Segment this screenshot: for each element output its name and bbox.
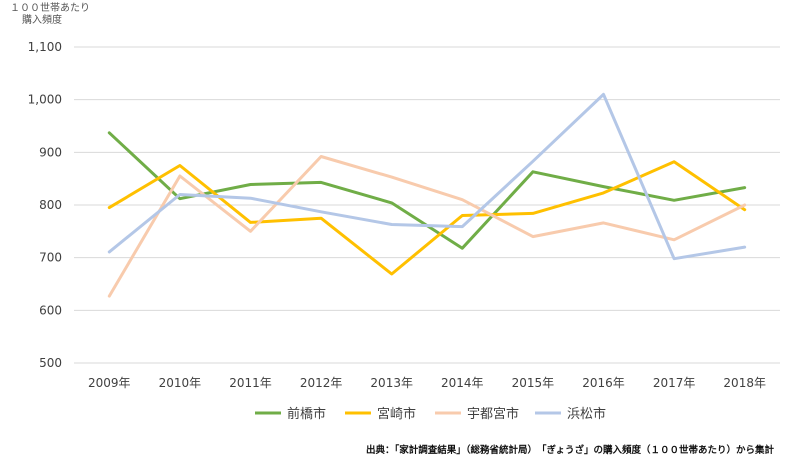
y-tick-label: 1,000	[28, 93, 62, 107]
legend-label: 浜松市	[567, 406, 606, 422]
source-note: 出典：「家計調査結果」（総務省統計局） 「ぎょうざ」の購入頻度（１００世帯あたり…	[365, 445, 774, 456]
legend-label: 前橋市	[287, 406, 326, 422]
x-tick-label: 2017年	[653, 376, 696, 390]
x-axis-ticks: 2009年 2010年 2011年 2012年 2013年 2014年 2015年 2016年…	[88, 376, 766, 390]
x-tick-label: 2009年	[88, 376, 131, 390]
y-tick-label: 600	[39, 303, 62, 317]
y-tick-label: 900	[39, 145, 62, 159]
x-tick-label: 2016年	[582, 376, 625, 390]
series-line-浜松市	[107, 92, 747, 261]
y-axis-ticks: 500 600 700 800 900 1,000 1,100	[28, 40, 62, 370]
x-tick-label: 2018年	[723, 376, 766, 390]
x-tick-label: 2013年	[370, 376, 413, 390]
x-tick-label: 2015年	[512, 376, 555, 390]
legend-label: 宇都宮市	[467, 406, 519, 422]
y-tick-label: 1,100	[28, 40, 62, 54]
x-tick-label: 2014年	[441, 376, 484, 390]
x-tick-label: 2010年	[159, 376, 202, 390]
y-axis-unit-line1: １００世帯あたり	[10, 3, 90, 14]
series-lines	[107, 92, 747, 298]
series-line-前橋市	[107, 131, 747, 250]
gridlines	[74, 46, 780, 364]
y-tick-label: 700	[39, 251, 62, 265]
x-tick-label: 2011年	[229, 376, 272, 390]
y-tick-label: 500	[39, 356, 62, 370]
y-tick-label: 800	[39, 198, 62, 212]
legend-label: 宮崎市	[377, 406, 416, 422]
x-tick-label: 2012年	[300, 376, 343, 390]
y-axis-unit-line2: 購入頻度	[22, 15, 62, 26]
series-line-宇都宮市	[107, 155, 747, 298]
legend: 前橋市 宮崎市 宇都宮市 浜松市	[255, 406, 606, 422]
